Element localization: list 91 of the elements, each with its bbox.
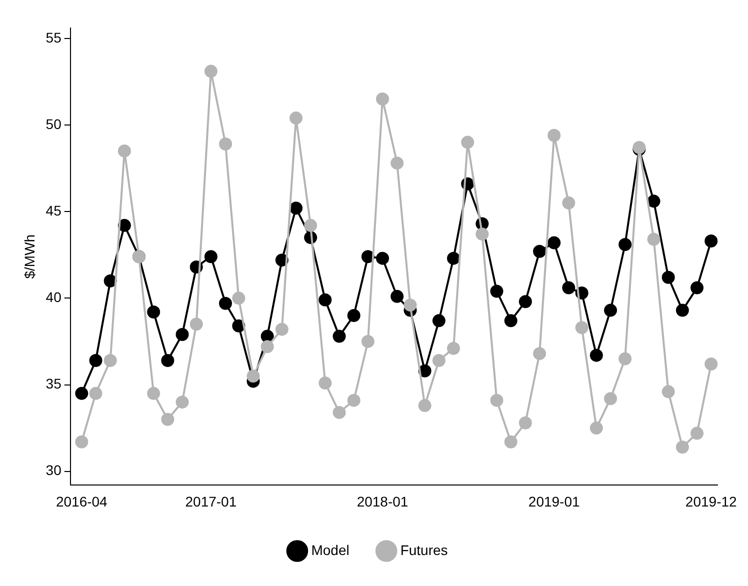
point [204,250,218,264]
point [432,354,446,368]
point [518,295,532,308]
point [75,386,88,400]
point [404,298,417,312]
point [246,370,260,383]
point [104,354,117,368]
x-tick-label: 2018-01 [356,493,408,510]
point [347,394,360,407]
point [604,304,618,317]
point [219,296,232,310]
point [461,136,474,149]
point [504,314,518,328]
point [432,314,446,328]
point [662,385,675,398]
point [347,308,360,322]
point [562,281,576,294]
y-tick-label: 35 [46,376,62,392]
point [704,234,718,248]
point [232,319,246,332]
y-axis-title: $/MWh [21,234,38,279]
point [318,293,332,306]
point [190,318,203,331]
y-tick-label: 40 [46,289,62,306]
point [390,156,404,170]
y-tick-label: 45 [46,202,62,218]
point [618,352,632,366]
point [376,92,390,106]
point [104,274,117,288]
point [361,334,374,348]
point [704,357,718,370]
point [304,218,318,232]
point [332,330,346,343]
y-tick-label: 30 [46,462,62,478]
point [533,244,546,258]
x-tick-label: 2016-04 [56,493,108,510]
point [204,64,218,78]
point [260,340,274,354]
point [118,218,131,232]
point [332,406,346,419]
point [290,202,303,215]
point [418,364,432,378]
point [176,328,189,342]
point [575,321,588,334]
point [89,386,102,400]
point [390,290,404,303]
point [647,194,660,208]
point [490,284,504,298]
point [446,252,460,265]
point [618,238,632,251]
point [147,386,160,400]
point [361,250,374,264]
point [161,354,174,368]
point [118,144,131,158]
point [533,347,546,360]
point [504,435,518,448]
point [490,394,504,407]
x-tick-label: 2017-01 [185,493,237,510]
point [690,426,704,440]
point [548,128,561,142]
point [89,354,102,368]
point [590,422,603,435]
point [275,322,288,336]
point [176,396,189,409]
legend-label: Futures [400,542,448,558]
point [604,392,618,406]
point [219,138,232,151]
point [647,232,660,246]
x-tick-label: 2019-01 [528,493,580,510]
point [376,252,390,265]
point [290,112,303,125]
point [446,342,460,355]
point [548,236,561,250]
point [476,228,489,241]
point [161,412,174,426]
point [518,416,532,430]
x-tick-label: 2019-12 [685,493,738,510]
point [676,440,689,454]
point [147,306,160,319]
point [232,292,246,305]
point [590,348,603,362]
point [418,399,432,412]
point [690,281,704,294]
point [318,376,332,390]
legend-label: Model [311,542,350,558]
y-tick-label: 50 [46,116,62,132]
point [662,270,675,284]
point [75,435,88,448]
y-tick-label: 55 [46,29,62,46]
point [676,304,689,317]
point [562,196,576,210]
